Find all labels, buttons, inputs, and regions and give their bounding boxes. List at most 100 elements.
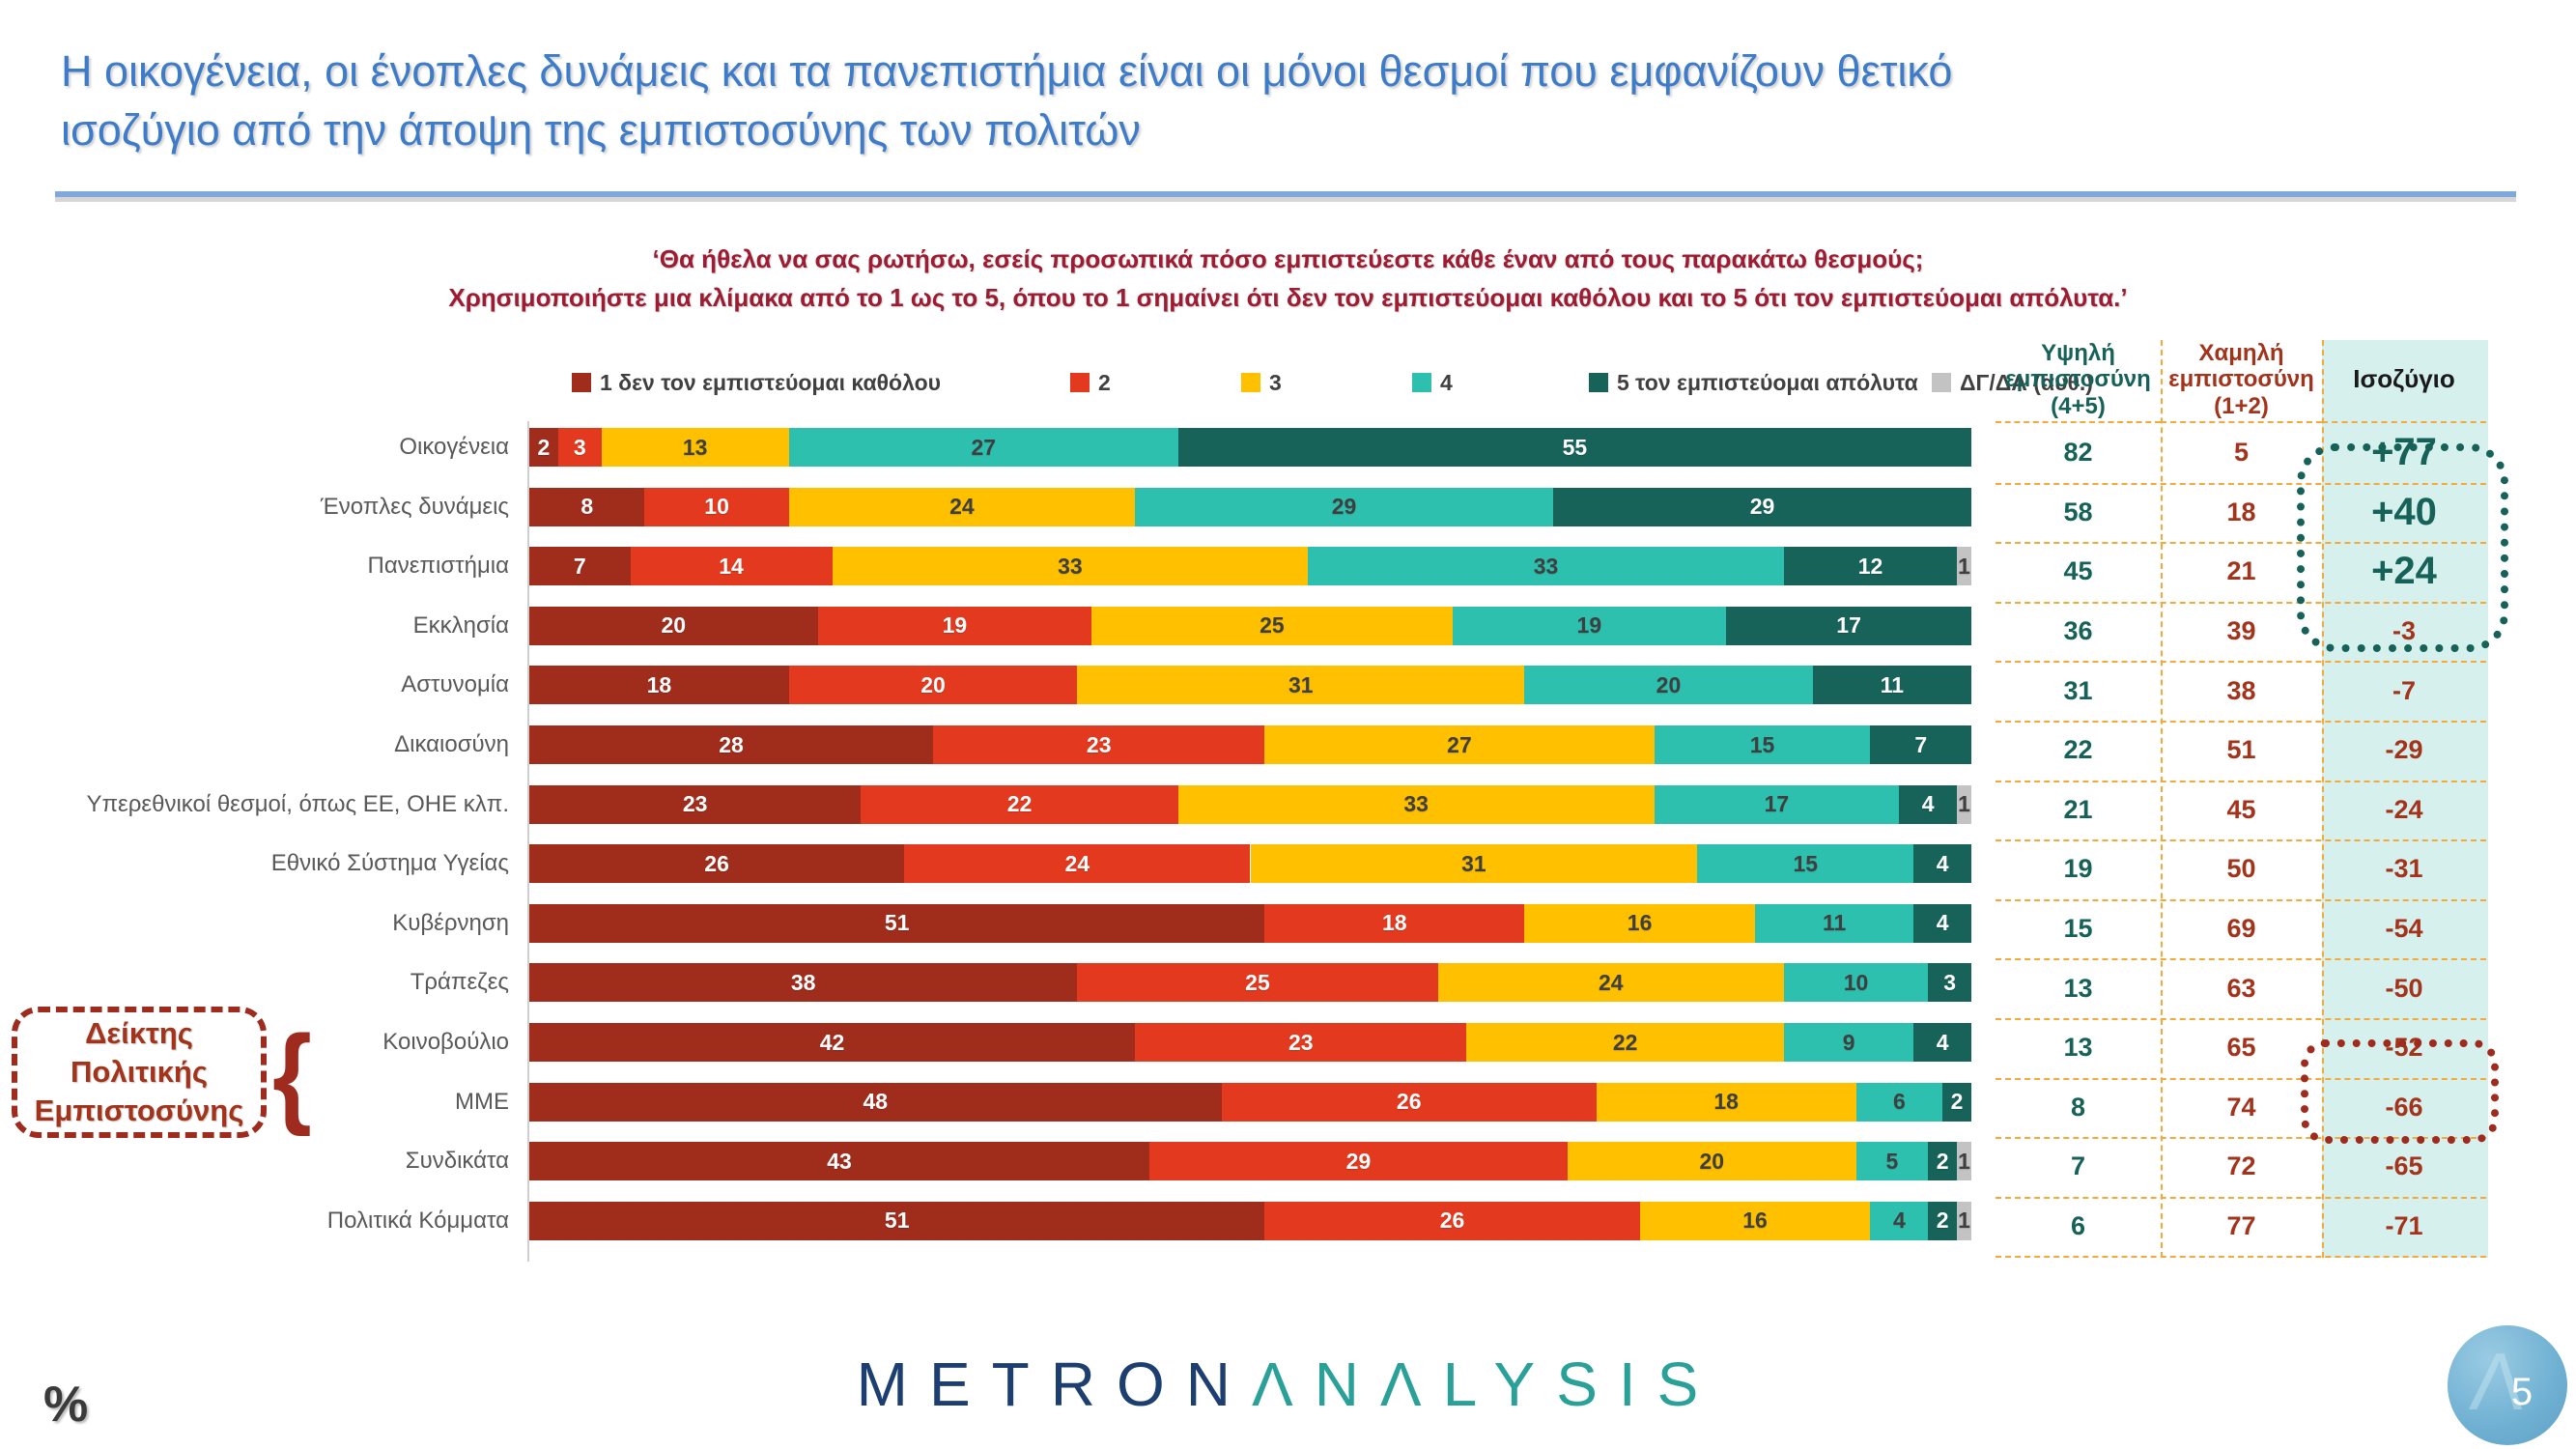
chart-row: Πανεπιστήμια 7 14 33 33 12 1 [0, 547, 2576, 586]
table-row: 58 18 +40 [1996, 483, 2486, 545]
bar-value: 26 [704, 850, 729, 876]
table-header-high-trust: Υψηλή εμπιστοσύνη (4+5) [1996, 338, 2161, 423]
bar-segment: 15 [1654, 725, 1871, 764]
logo-metron: METRON [856, 1350, 1252, 1419]
bar-segment: 17 [1726, 606, 1971, 645]
bar-segment: 1 [1957, 547, 1971, 586]
bar-value: 27 [1447, 731, 1472, 757]
bar-segment: 20 [529, 606, 818, 645]
political-trust-index-note: Δείκτης Πολιτικής Εμπιστοσύνης [12, 1007, 267, 1138]
bar-value: 10 [1843, 969, 1869, 995]
bar-segment: 51 [529, 1201, 1265, 1240]
bar-value: 29 [1345, 1148, 1372, 1174]
bar-segment: 33 [1308, 547, 1784, 586]
bar-value: 31 [1461, 850, 1486, 876]
bar-value: 25 [1245, 969, 1270, 995]
bar-segment: 23 [529, 784, 862, 824]
balance-column-background [2322, 340, 2488, 1258]
table-row: 13 65 -52 [1996, 1018, 2486, 1080]
legend-label: 2 [1098, 369, 1111, 395]
bar-value: 20 [920, 671, 946, 697]
bar-segment: 4 [1870, 1201, 1929, 1240]
category-label: Κοινοβούλιο [382, 1029, 509, 1055]
metron-analysis-logo: METRONΛNΛLYSIS [857, 1349, 1720, 1420]
bar-value: 3 [1943, 969, 1956, 995]
bar-value: 4 [1936, 910, 1949, 936]
bar-segment: 23 [933, 725, 1265, 764]
bar-value: 17 [1764, 791, 1790, 817]
chart-row: Υπερεθνικοί θεσμοί, όπως ΕΕ, ΟΗΕ κλπ. 23 2… [0, 784, 2576, 824]
bar-value: 12 [1857, 553, 1883, 579]
brace-icon: { [272, 1012, 312, 1138]
chart-row: Εθνικό Σύστημα Υγείας 26 24 31 15 4 [0, 844, 2576, 884]
bar-segment: 20 [1567, 1142, 1856, 1181]
table-cell-balance: -3 [2392, 616, 2416, 646]
category-label: Εκκλησία [412, 611, 509, 639]
bar-value: 2 [1950, 1089, 1964, 1115]
bar-value: 4 [1936, 850, 1949, 876]
chart-row: Ένοπλες δυνάμεις 8 10 24 29 29 [0, 487, 2576, 526]
bar-value: 9 [1842, 1029, 1855, 1055]
bar-value: 16 [1742, 1208, 1768, 1234]
bar-value: 29 [1749, 494, 1775, 520]
bar-segment: 12 [1783, 547, 1958, 586]
table-row: 7 72 -65 [1996, 1137, 2486, 1199]
table-cell-low: 38 [2226, 675, 2256, 705]
bar-value: 1 [1958, 1148, 1970, 1174]
bar-value: 23 [1288, 1029, 1314, 1055]
bar-segment: 7 [529, 547, 631, 586]
table-cell-balance: -54 [2385, 914, 2423, 944]
legend-item: 5 τον εμπιστεύομαι απόλυτα [1589, 369, 1918, 396]
legend-swatch-icon [572, 373, 591, 392]
bar-value: 48 [863, 1089, 889, 1115]
bar-segment: 9 [1783, 1023, 1914, 1062]
bar-value: 26 [1396, 1089, 1422, 1115]
table-cell-high: 31 [2063, 675, 2093, 705]
table-cell-low: 5 [2233, 438, 2250, 468]
table-cell-low: 77 [2226, 1211, 2256, 1241]
bar-value: 23 [682, 791, 708, 817]
bar-value: 13 [682, 434, 708, 460]
bar-value: 16 [1627, 910, 1653, 936]
bar-segment: 26 [1221, 1082, 1597, 1122]
slide-title-line1: Η οικογένεια, οι ένοπλες δυνάμεις και τα… [61, 46, 1953, 96]
bar-segment: 1 [1957, 1201, 1971, 1240]
legend-label: ΔΓ/ΔΑ (αυθ.) [1960, 369, 2093, 395]
table-cell-high: 21 [2063, 794, 2093, 824]
bar-segment: 5 [1855, 1142, 1929, 1181]
bar-value: 2 [537, 434, 551, 460]
bar-segment: 31 [1077, 666, 1525, 705]
bar-value: 24 [1064, 850, 1090, 876]
table-cell-low: 72 [2226, 1151, 2256, 1181]
bar-value: 15 [1793, 850, 1819, 876]
slide-title: Η οικογένεια, οι ένοπλες δυνάμεις και τα… [61, 43, 2495, 160]
table-cell-balance: +24 [2371, 550, 2437, 593]
bar-segment: 4 [1913, 1023, 1971, 1062]
table-cell-balance: +77 [2371, 431, 2437, 474]
table-cell-balance: +40 [2371, 490, 2437, 533]
bar-value: 14 [719, 553, 744, 579]
bar-segment: 42 [529, 1023, 1136, 1062]
table-cell-high: 15 [2063, 914, 2093, 944]
chart-row: Εκκλησία 20 19 25 19 17 [0, 606, 2576, 645]
bar-segment: 6 [1855, 1082, 1943, 1122]
chart-row: Κοινοβούλιο 42 23 22 9 4 [0, 1023, 2576, 1062]
bar-segment: 7 [1870, 725, 1971, 764]
bar-value: 20 [1656, 671, 1682, 697]
table-cell-high: 13 [2063, 973, 2093, 1003]
category-label: Πανεπιστήμια [367, 553, 509, 580]
bar-segment: 13 [601, 428, 789, 467]
bar-segment: 19 [1452, 606, 1727, 645]
bar-segment: 11 [1755, 903, 1914, 943]
bar-segment: 33 [1177, 784, 1655, 824]
bar-segment: 18 [529, 666, 789, 705]
bar-segment: 25 [1091, 606, 1453, 645]
table-cell-balance: -31 [2385, 854, 2423, 884]
bar-value: 18 [646, 671, 672, 697]
chart-axis-line [527, 421, 529, 1262]
bar-segment: 2 [1942, 1082, 1971, 1122]
bar-segment: 4 [1899, 784, 1958, 824]
slide-title-line2: ισοζύγιο από την άποψη της εμπιστοσύνης … [61, 104, 1141, 155]
table-cell-balance: -29 [2385, 735, 2423, 765]
bar-value: 18 [1713, 1089, 1739, 1115]
